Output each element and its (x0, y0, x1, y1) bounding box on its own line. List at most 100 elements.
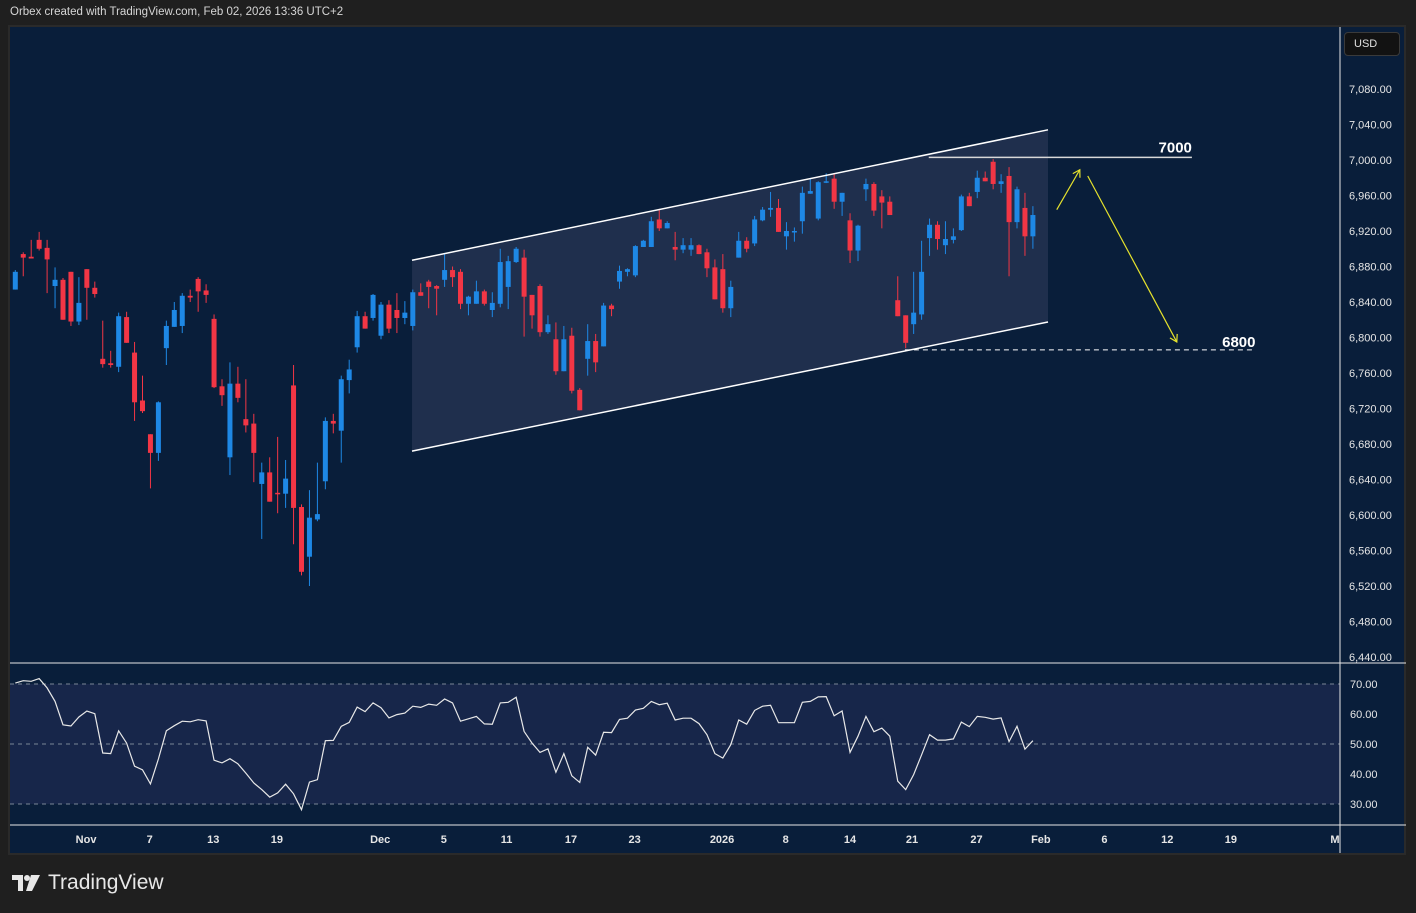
time-tick-label: 12 (1161, 834, 1173, 846)
candle-up (998, 181, 1004, 184)
candle-up (624, 269, 630, 272)
candle-up (942, 238, 948, 246)
tradingview-logo-icon (12, 875, 40, 891)
candle-up (314, 514, 320, 520)
time-tick-label: 19 (1225, 834, 1237, 846)
time-tick-label: 13 (207, 834, 219, 846)
candle-up (505, 261, 511, 287)
candle-down (330, 420, 336, 424)
candle-up (52, 279, 58, 287)
candle-down (84, 269, 90, 288)
price-tick-label: 6,680.00 (1349, 439, 1392, 451)
price-tick-label: 7,080.00 (1349, 84, 1392, 96)
candle-down (28, 256, 34, 259)
candle-up (227, 383, 233, 458)
candle-up (911, 312, 917, 325)
candle-up (155, 402, 161, 453)
price-tick-label: 6,920.00 (1349, 226, 1392, 238)
price-tick-label: 6,840.00 (1349, 297, 1392, 309)
candle-up (370, 294, 376, 318)
candle-up (632, 246, 638, 276)
tradingview-logo[interactable]: TradingView (12, 871, 164, 895)
candle-up (950, 236, 956, 240)
currency-button[interactable]: USD (1344, 32, 1400, 56)
time-tick-label: 7 (147, 834, 153, 846)
time-tick-label: 23 (628, 834, 640, 846)
candle-down (458, 271, 463, 304)
candle-down (966, 196, 972, 207)
candle-down (656, 219, 662, 229)
candle-up (807, 191, 813, 194)
candle-up (163, 325, 169, 349)
channel-upper-line (411, 129, 1049, 262)
arrow-down-head (1169, 333, 1178, 343)
candle-down (426, 281, 432, 287)
time-tick-label: Dec (370, 834, 390, 846)
candle-down (712, 267, 718, 300)
candle-up (799, 192, 805, 222)
candle-up (322, 420, 328, 482)
candle-up (617, 270, 622, 282)
candle-up (823, 181, 829, 183)
candle-down (577, 389, 583, 411)
candle-down (720, 269, 726, 309)
candle-up (378, 304, 384, 336)
price-tick-label: 6,800.00 (1349, 333, 1392, 345)
candle-down (879, 196, 885, 203)
logo-text: TradingView (48, 871, 164, 894)
price-axis (1340, 27, 1404, 853)
candle-up (354, 316, 360, 348)
candle-down (68, 271, 74, 322)
candle-up (1030, 215, 1036, 237)
time-tick-label: Feb (1031, 834, 1051, 846)
rsi-tick-label: 30.00 (1350, 799, 1378, 811)
candle-down (529, 294, 535, 316)
candle-up (545, 324, 551, 333)
candle-up (489, 302, 495, 310)
candle-down (386, 304, 392, 329)
candle-up (12, 271, 18, 290)
candle-down (132, 352, 138, 403)
candle-down (187, 295, 193, 298)
candle-down (60, 279, 66, 320)
time-tick-label: 2026 (710, 834, 734, 846)
candle-up (473, 291, 479, 304)
candle-up (561, 339, 567, 372)
support-label: 6800 (1222, 334, 1255, 351)
candle-down (124, 317, 130, 343)
candle-up (442, 270, 448, 280)
price-tick-label: 6,640.00 (1349, 475, 1392, 487)
time-tick-label: 8 (783, 834, 789, 846)
candle-up (768, 207, 774, 210)
price-tick-label: 6,720.00 (1349, 404, 1392, 416)
candle-down (92, 287, 98, 295)
candle-down (362, 316, 368, 329)
candle-down (521, 257, 527, 297)
price-tick-label: 7,040.00 (1349, 120, 1392, 132)
candle-down (609, 305, 615, 310)
candle-up (927, 224, 933, 239)
time-tick-label: 6 (1101, 834, 1107, 846)
rsi-tick-label: 60.00 (1350, 709, 1378, 721)
candle-up (728, 286, 734, 309)
candle-down (776, 207, 781, 232)
resistance-label: 7000 (1159, 139, 1192, 156)
candle-down (593, 341, 599, 363)
chart-attribution: Orbex created with TradingView.com, Feb … (10, 6, 344, 18)
price-tick-label: 6,880.00 (1349, 262, 1392, 274)
candle-up (513, 248, 519, 263)
candle-down (553, 339, 559, 372)
candle-down (219, 386, 225, 396)
time-tick-label: M (1330, 834, 1339, 846)
candle-up (497, 262, 503, 304)
candle-down (211, 318, 217, 388)
time-tick-label: 17 (565, 834, 577, 846)
price-tick-label: 6,760.00 (1349, 368, 1392, 380)
candle-up (465, 296, 471, 304)
candle-down (434, 286, 440, 289)
price-tick-label: 6,560.00 (1349, 546, 1392, 558)
candle-down (140, 400, 145, 412)
candle-down (537, 286, 543, 333)
candle-down (36, 239, 42, 249)
